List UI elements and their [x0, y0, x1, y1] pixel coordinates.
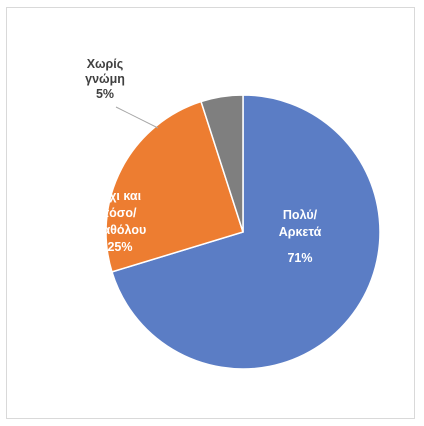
- slice-category-label: τόσο/: [104, 206, 137, 220]
- pie-slice-2: [105, 100, 244, 273]
- leader-line: [115, 106, 159, 129]
- slice-label-1: Πολύ/Αρκετά 71%: [279, 208, 322, 265]
- slice-value-label: 71%: [287, 251, 312, 265]
- slice-value-label: 25%: [107, 240, 132, 254]
- slice-category-label: Αρκετά: [279, 225, 322, 239]
- data-labels: Πολύ/Αρκετά 71% Όχι και τόσο/Καθόλου 25% Χωρί…: [85, 57, 321, 265]
- slice-label-2: Όχι και τόσο/Καθόλου 25%: [94, 189, 147, 254]
- slice-category-label: Όχι και: [98, 189, 142, 203]
- slice-category-label: Χωρίς: [87, 57, 123, 71]
- pie-slice-3: [200, 94, 244, 233]
- slice-category-label: Καθόλου: [94, 223, 147, 237]
- slice-value-label: 5%: [96, 87, 114, 101]
- slice-category-label: γνώμη: [85, 72, 125, 86]
- pie-slices: [105, 94, 381, 370]
- slice-category-label: Πολύ/: [283, 208, 318, 222]
- leader-lines: [115, 106, 159, 129]
- slice-label-3: Χωρίς γνώμη 5%: [85, 57, 125, 101]
- pie-slice-1: [111, 94, 381, 370]
